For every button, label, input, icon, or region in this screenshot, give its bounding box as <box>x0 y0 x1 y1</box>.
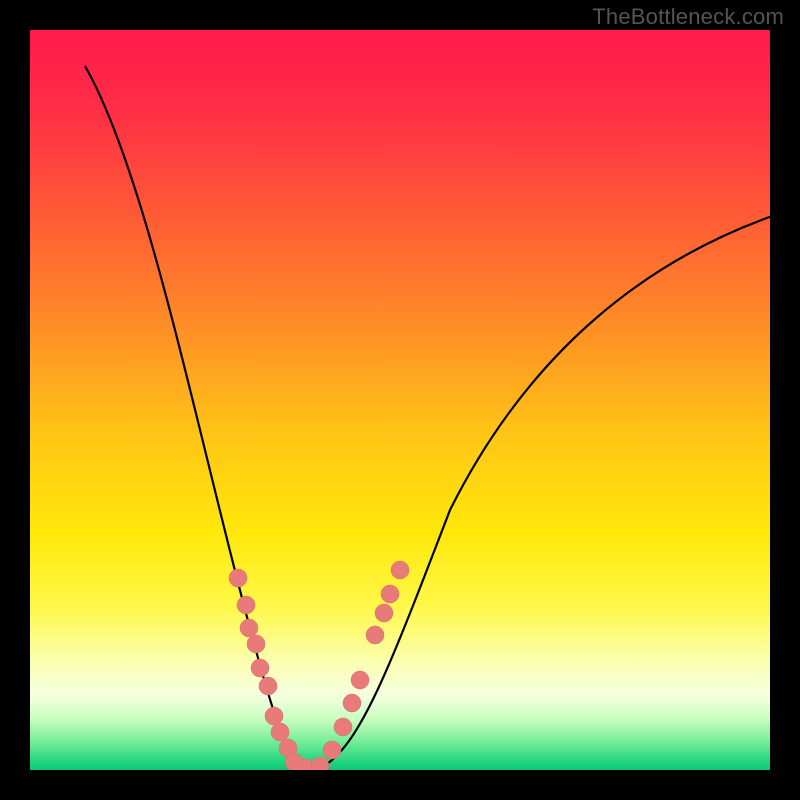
marker-point <box>271 723 289 741</box>
marker-point <box>366 626 384 644</box>
watermark-text: TheBottleneck.com <box>592 4 784 30</box>
marker-point <box>334 718 352 736</box>
chart-area <box>30 30 770 770</box>
marker-point <box>251 659 269 677</box>
marker-point <box>240 619 258 637</box>
marker-point <box>351 671 369 689</box>
marker-point <box>259 677 277 695</box>
gradient-background <box>30 30 770 770</box>
marker-point <box>343 694 361 712</box>
marker-point <box>229 569 247 587</box>
chart-svg <box>30 30 770 770</box>
marker-point <box>375 604 393 622</box>
marker-point <box>323 741 341 759</box>
marker-point <box>381 585 399 603</box>
marker-point <box>247 635 265 653</box>
marker-point <box>391 561 409 579</box>
marker-point <box>265 707 283 725</box>
marker-point <box>237 596 255 614</box>
